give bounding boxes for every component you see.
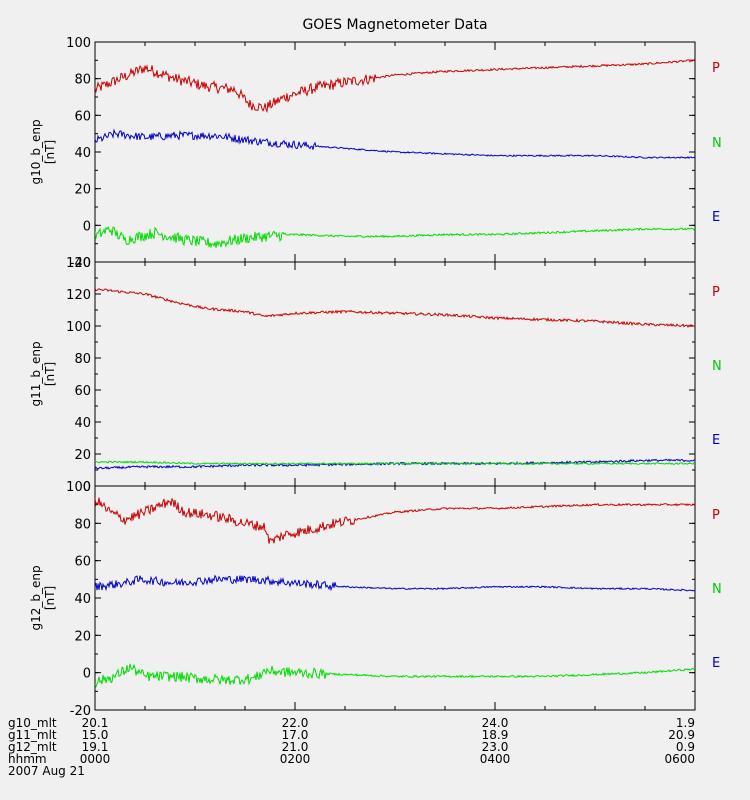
x-row-value: 0.9: [676, 740, 695, 754]
x-row-value: 24.0: [482, 716, 509, 730]
y-tick-label: 0: [83, 667, 91, 682]
y-tick-label: 0: [83, 480, 91, 495]
x-row-value: 18.9: [482, 728, 509, 742]
x-row-value: 1.9: [676, 716, 695, 730]
x-row-value: 23.0: [482, 740, 509, 754]
x-axis-annotation: g10_mlt 20.1 22.0 24.0 1.9 g11_mlt 15.0 17.0 18.…: [8, 716, 695, 778]
series-n-line: [95, 128, 695, 159]
x-row-value: 22.0: [282, 716, 309, 730]
component-label-e: E: [712, 433, 720, 448]
x-row-value: 0400: [480, 752, 511, 766]
x-row-value: 20.9: [668, 728, 695, 742]
component-label-e: E: [712, 210, 720, 225]
y-axis-label: g10_b_enp: [29, 119, 43, 184]
y-tick-label: 40: [74, 416, 91, 431]
series-e-line: [95, 663, 695, 688]
series-p-line: [95, 497, 695, 544]
y-axis-unit: [nT]: [43, 140, 57, 164]
x-row-label: g10_mlt: [8, 716, 57, 730]
y-axis-label: g11_b_enp: [29, 341, 43, 406]
x-row-label: g11_mlt: [8, 728, 57, 742]
y-tick-label: 20: [74, 629, 91, 644]
component-label-e: E: [712, 656, 720, 671]
y-tick-label: 60: [74, 555, 91, 570]
component-label-n: N: [712, 136, 722, 151]
y-tick-label: -20: [70, 704, 91, 719]
series-n-line: [95, 574, 695, 592]
y-tick-label: 60: [74, 384, 91, 399]
y-axis-unit: [nT]: [43, 362, 57, 386]
y-tick-label: 40: [74, 592, 91, 607]
x-row-value: 21.0: [282, 740, 309, 754]
panel-3: -20 0 20 40 60 80 100 g12_b_enp [nT] P N E: [29, 480, 722, 719]
y-tick-label: 120: [66, 288, 91, 303]
component-label-n: N: [712, 582, 722, 597]
y-tick-label: 80: [74, 352, 91, 367]
y-tick-label: 0: [83, 219, 91, 234]
y-tick-label: 100: [66, 480, 91, 495]
date-label: 2007 Aug 21: [8, 764, 85, 778]
component-label-p: P: [712, 285, 720, 300]
y-tick-label: 20: [74, 183, 91, 198]
y-axis-label: g12_b_enp: [29, 565, 43, 630]
x-row-value: 0000: [80, 752, 111, 766]
y-tick-label: 100: [66, 320, 91, 335]
y-tick-label: 60: [74, 109, 91, 124]
panel-frame: [94, 41, 696, 263]
x-row-value: 15.0: [82, 728, 109, 742]
series-e-line: [95, 460, 695, 466]
y-tick-label: 20: [74, 448, 91, 463]
series-e-line: [95, 226, 695, 249]
panel-frame: [94, 261, 696, 487]
panel-1: -20 0 20 40 60 80 100 g10_b_enp [nT] P N E: [29, 36, 722, 271]
x-row-value: 20.1: [82, 716, 109, 730]
component-label-p: P: [712, 508, 720, 523]
component-label-p: P: [712, 61, 720, 76]
component-label-n: N: [712, 359, 722, 374]
x-row-label: hhmm: [8, 752, 47, 766]
panel-2: 0 20 40 60 80 100 120 140 g11_b_enp [nT] P N E: [29, 256, 722, 495]
y-tick-label: -20: [70, 256, 91, 271]
y-tick-label: 140: [66, 256, 91, 271]
y-tick-label: 40: [74, 146, 91, 161]
series-p-line: [95, 58, 695, 114]
y-tick-label: 100: [66, 36, 91, 51]
y-tick-label: 80: [74, 73, 91, 88]
x-row-value: 0200: [280, 752, 311, 766]
x-row-value: 17.0: [282, 728, 309, 742]
series-p-line: [95, 288, 695, 328]
chart-title: GOES Magnetometer Data: [302, 17, 487, 33]
y-tick-label: 80: [74, 517, 91, 532]
x-row-label: g12_mlt: [8, 740, 57, 754]
x-row-value: 0600: [664, 752, 695, 766]
y-axis-unit: [nT]: [43, 586, 57, 610]
x-row-value: 19.1: [82, 740, 109, 754]
